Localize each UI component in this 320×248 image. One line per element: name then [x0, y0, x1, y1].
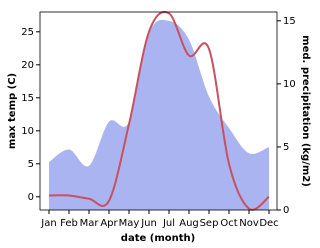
x-tick-label: Nov	[239, 218, 259, 229]
x-axis-label: date (month)	[121, 233, 195, 244]
temperature-line	[48, 10, 270, 211]
x-tick-label: May	[119, 218, 140, 229]
y-tick-label: 5	[28, 159, 34, 170]
plot-frame	[39, 11, 278, 211]
y-tick-label: 15	[21, 93, 34, 104]
precipitation-area	[49, 19, 269, 210]
x-tick-label: Aug	[179, 218, 199, 229]
y-tick-label: 20	[21, 60, 34, 71]
x-tick-label: Jan	[40, 218, 56, 229]
y-axis-label: max temp (C)	[7, 73, 18, 149]
x-tick-label: Sep	[200, 218, 219, 229]
x-tick-label: Oct	[220, 218, 237, 229]
y-tick-label: 25	[21, 27, 34, 38]
y2-tick-label: 5	[283, 142, 289, 153]
x-tick-label: Feb	[60, 218, 78, 229]
x-tick-label: Apr	[100, 218, 118, 229]
y-tick-label: 0	[28, 192, 34, 203]
x-tick-label: Dec	[259, 218, 278, 229]
y2-axis-label: med. precipitation (kg/m2)	[300, 35, 311, 187]
x-tick-label: Jun	[140, 218, 157, 229]
x-tick-label: Mar	[80, 218, 100, 229]
y2-tick-label: 15	[283, 16, 296, 27]
y2-tick-label: 10	[283, 79, 296, 90]
y2-tick-label: 0	[283, 205, 289, 216]
y-tick-label: 10	[21, 126, 34, 137]
x-tick-label: Jul	[162, 218, 175, 229]
